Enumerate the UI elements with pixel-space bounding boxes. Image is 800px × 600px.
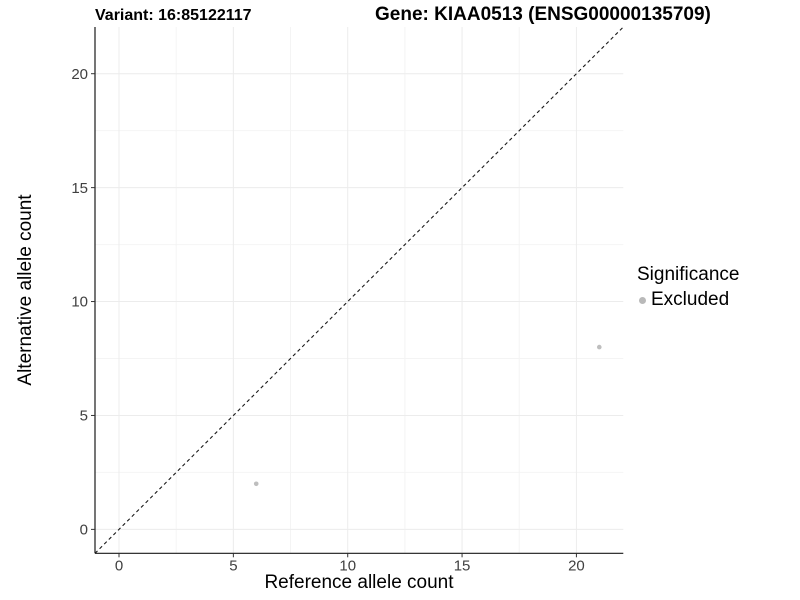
legend-title: Significance: [637, 264, 740, 285]
y-axis-title: Alternative allele count: [15, 194, 36, 386]
legend-entry-label: Excluded: [651, 289, 730, 310]
identity-reference-line: [94, 26, 624, 554]
y-tick-label: 15: [71, 180, 88, 197]
y-tick-label: 0: [80, 522, 88, 539]
data-point: [253, 481, 259, 487]
plot-title-variant: Variant: 16:85122117: [95, 7, 252, 24]
x-tick-label: 20: [568, 557, 585, 574]
data-point: [596, 344, 602, 350]
y-tick-label: 5: [80, 408, 88, 425]
x-tick-label: 0: [115, 557, 123, 574]
x-tick-label: 15: [454, 557, 471, 574]
x-tick-label: 5: [229, 557, 237, 574]
plot-title-gene: Gene: KIAA0513 (ENSG00000135709): [375, 4, 711, 25]
x-axis-title: Reference allele count: [264, 572, 454, 593]
y-tick-label: 20: [71, 66, 88, 83]
y-tick-label: 10: [71, 294, 88, 311]
legend: Significance Excluded: [637, 264, 739, 311]
legend-key-point-icon: [639, 296, 646, 304]
legend-entry-excluded: Excluded: [639, 289, 739, 311]
x-tick-label: 10: [339, 557, 356, 574]
